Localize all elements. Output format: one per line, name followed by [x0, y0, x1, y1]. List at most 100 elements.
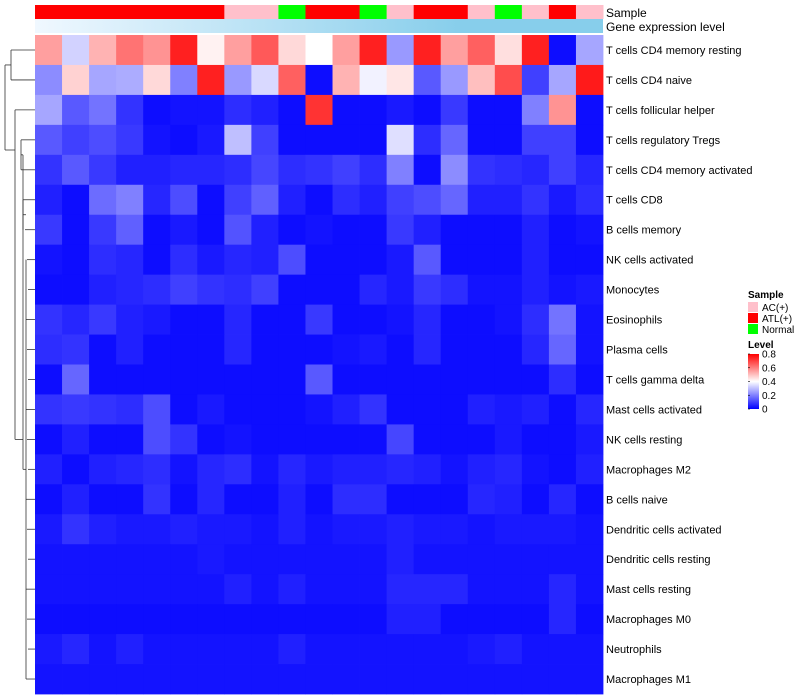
- heatmap-cell: [521, 454, 550, 485]
- heatmap-cell: [89, 424, 117, 455]
- heatmap-cell: [143, 394, 171, 425]
- heatmap-cell: [89, 454, 117, 485]
- heatmap-cell: [359, 574, 388, 605]
- heatmap-cell: [521, 94, 550, 126]
- heatmap-cell: [197, 364, 225, 395]
- heatmap-cell: [224, 124, 252, 156]
- heatmap-cell: [89, 514, 117, 545]
- heatmap-cell: [116, 544, 144, 575]
- heatmap-cell: [521, 154, 550, 186]
- heatmap-cell: [359, 35, 388, 66]
- heatmap-cell: [359, 424, 388, 455]
- heatmap-cell: [332, 514, 360, 545]
- heatmap-cell: [494, 154, 523, 186]
- heatmap-cell: [143, 274, 171, 305]
- heatmap-cell: [89, 664, 117, 695]
- heatmap-cell: [251, 424, 279, 455]
- heatmap-cell: [386, 574, 415, 605]
- legend-swatch: [748, 302, 758, 312]
- heatmap-cell: [224, 454, 252, 485]
- heatmap-cell: [197, 184, 225, 216]
- heatmap-cell: [89, 214, 117, 246]
- heatmap-cell: [197, 514, 225, 545]
- heatmap-cell: [332, 35, 360, 66]
- heatmap-cell: [548, 94, 577, 126]
- heatmap-cell: [494, 454, 523, 485]
- heatmap-cell: [224, 364, 252, 395]
- heatmap-cell: [413, 214, 442, 246]
- heatmap-cell: [35, 634, 63, 665]
- sample-annotation-cell: [305, 5, 334, 19]
- heatmap-cell: [548, 604, 577, 635]
- heatmap-cell: [332, 274, 360, 305]
- heatmap-cell: [521, 664, 550, 695]
- heatmap-cell: [548, 124, 577, 156]
- heatmap-cell: [89, 364, 117, 395]
- heatmap-cell: [548, 35, 577, 66]
- heatmap-cell: [467, 184, 496, 216]
- heatmap-cell: [332, 634, 360, 665]
- heatmap-cell: [224, 634, 252, 665]
- heatmap-cell: [440, 664, 469, 695]
- heatmap-cell: [575, 124, 604, 156]
- heatmap-cell: [548, 364, 577, 395]
- heatmap-cell: [278, 124, 306, 156]
- heatmap-cell: [548, 214, 577, 246]
- heatmap-cell: [413, 244, 442, 276]
- row-label: Mast cells resting: [606, 584, 691, 596]
- row-labels: T cells CD4 memory resting T cells CD4 na…: [606, 45, 753, 686]
- heatmap-cell: [251, 664, 279, 695]
- heatmap-cell: [332, 94, 360, 126]
- heatmap-cell: [116, 634, 144, 665]
- heatmap-cell: [170, 64, 198, 96]
- heatmap-cell: [251, 274, 279, 305]
- heatmap-cell: [359, 454, 388, 485]
- heatmap-cell: [197, 244, 225, 276]
- heatmap-cell: [116, 214, 144, 246]
- heatmap-cell: [278, 214, 306, 246]
- heatmap-cell: [305, 514, 333, 545]
- heatmap-cell: [62, 544, 90, 575]
- heatmap-cell: [521, 544, 550, 575]
- level-tick-label: 0.6: [762, 363, 776, 374]
- heatmap-cell: [467, 94, 496, 126]
- heatmap-cell: [359, 364, 388, 395]
- heatmap-cell: [521, 214, 550, 246]
- heatmap-cell: [143, 634, 171, 665]
- heatmap-cell: [305, 64, 333, 96]
- heatmap-cell: [332, 214, 360, 246]
- heatmap-cell: [494, 214, 523, 246]
- sample-annotation-cell: [521, 5, 550, 19]
- sample-annotation-cell: [62, 5, 90, 19]
- heatmap-cell: [548, 424, 577, 455]
- heatmap-cell: [332, 334, 360, 365]
- heatmap-cell: [170, 544, 198, 575]
- heatmap-cell: [62, 154, 90, 186]
- heatmap-cell: [413, 394, 442, 425]
- heatmap-cell: [197, 574, 225, 605]
- heatmap-cell: [251, 244, 279, 276]
- heatmap-cell: [35, 154, 63, 186]
- heatmap-cell: [548, 574, 577, 605]
- heatmap-cell: [332, 664, 360, 695]
- heatmap-cell: [35, 244, 63, 276]
- heatmap-cell: [62, 664, 90, 695]
- heatmap-cell: [413, 94, 442, 126]
- heatmap-cell: [575, 394, 604, 425]
- heatmap-cell: [494, 64, 523, 96]
- heatmap-cell: [89, 634, 117, 665]
- heatmap-cell: [116, 64, 144, 96]
- heatmap-cell: [575, 154, 604, 186]
- heatmap-cell: [89, 124, 117, 156]
- heatmap-cell: [413, 364, 442, 395]
- heatmap-cell: [386, 94, 415, 126]
- heatmap-cell: [170, 574, 198, 605]
- heatmap-cell: [143, 35, 171, 66]
- heatmap-cell: [305, 634, 333, 665]
- heatmap-cell: [197, 634, 225, 665]
- heatmap-cell: [575, 304, 604, 335]
- heatmap-cell: [575, 544, 604, 575]
- sample-annotation-cell: [359, 5, 388, 19]
- heatmap-cell: [332, 124, 360, 156]
- heatmap-cell: [116, 574, 144, 605]
